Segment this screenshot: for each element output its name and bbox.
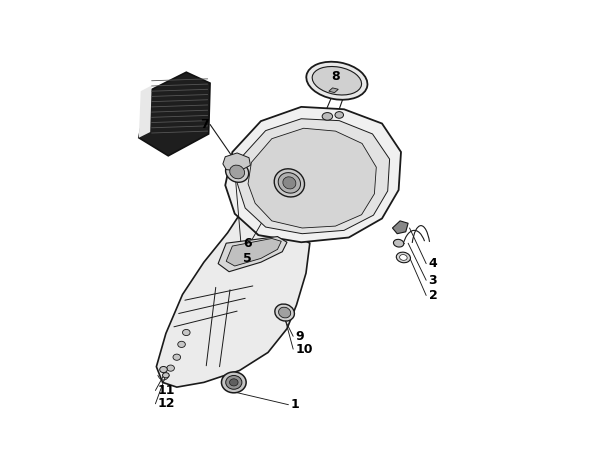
Polygon shape: [157, 215, 310, 387]
Ellipse shape: [306, 62, 367, 100]
Text: 2: 2: [428, 289, 438, 302]
Text: 4: 4: [428, 257, 438, 270]
Ellipse shape: [160, 367, 167, 372]
Ellipse shape: [222, 372, 246, 393]
Ellipse shape: [230, 379, 238, 386]
Ellipse shape: [278, 307, 291, 318]
Polygon shape: [226, 238, 282, 266]
Text: 6: 6: [244, 237, 252, 250]
Polygon shape: [218, 237, 287, 272]
Ellipse shape: [278, 172, 300, 193]
Ellipse shape: [177, 341, 185, 348]
Text: 8: 8: [331, 69, 340, 83]
Ellipse shape: [173, 354, 181, 361]
Polygon shape: [139, 72, 210, 156]
Ellipse shape: [163, 372, 169, 378]
Text: 11: 11: [158, 384, 175, 397]
Text: 5: 5: [244, 252, 252, 266]
Polygon shape: [237, 119, 390, 234]
Ellipse shape: [283, 177, 296, 189]
Text: 9: 9: [296, 330, 304, 343]
Ellipse shape: [226, 162, 248, 182]
Polygon shape: [329, 88, 338, 93]
Ellipse shape: [274, 169, 305, 197]
Ellipse shape: [182, 330, 190, 335]
Text: 3: 3: [428, 274, 437, 287]
Ellipse shape: [312, 66, 362, 95]
Polygon shape: [392, 221, 408, 234]
Ellipse shape: [230, 165, 245, 179]
Ellipse shape: [394, 239, 404, 247]
Ellipse shape: [335, 112, 343, 118]
Ellipse shape: [397, 252, 411, 263]
Polygon shape: [223, 153, 250, 171]
Text: 10: 10: [296, 342, 313, 356]
Text: 1: 1: [291, 398, 299, 411]
Ellipse shape: [400, 255, 407, 260]
Text: 12: 12: [158, 397, 175, 410]
Ellipse shape: [226, 375, 242, 389]
Ellipse shape: [322, 113, 332, 120]
Polygon shape: [139, 86, 152, 138]
Polygon shape: [225, 107, 401, 242]
Ellipse shape: [167, 365, 174, 371]
Polygon shape: [248, 128, 376, 228]
Text: 7: 7: [201, 118, 209, 131]
Ellipse shape: [275, 304, 294, 321]
